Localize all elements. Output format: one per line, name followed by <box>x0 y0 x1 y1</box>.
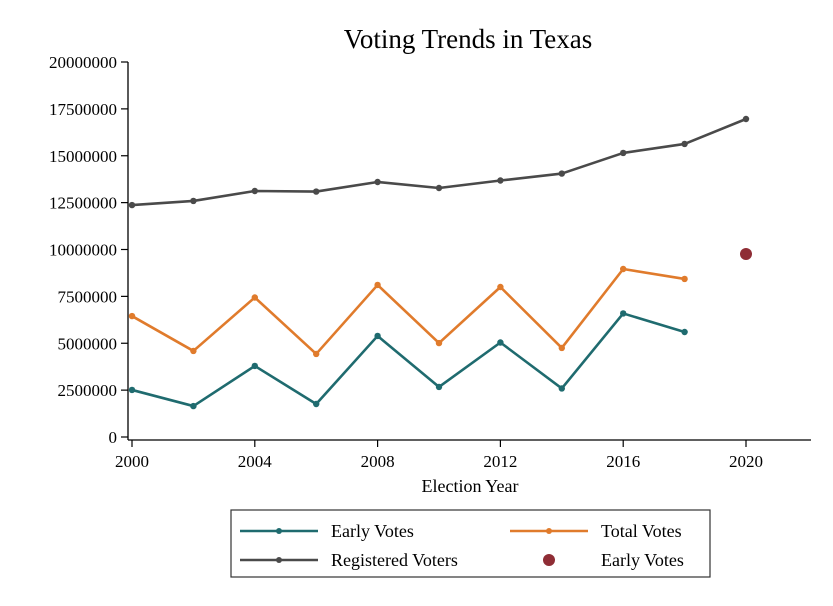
data-point <box>620 149 627 157</box>
y-tick-label: 15000000 <box>49 147 117 166</box>
series-line <box>131 312 685 408</box>
data-point <box>374 281 381 289</box>
data-point <box>435 339 443 347</box>
plot-area <box>128 115 752 410</box>
data-point <box>558 344 565 352</box>
data-point <box>558 170 565 177</box>
x-tick-label: 2020 <box>729 452 763 471</box>
legend-item: Early Votes <box>240 521 414 541</box>
data-point <box>190 402 197 410</box>
y-tick-label: 10000000 <box>49 241 117 260</box>
data-point <box>313 188 320 195</box>
y-tick-label: 17500000 <box>49 100 117 119</box>
series-line <box>131 117 747 207</box>
data-point <box>251 294 258 301</box>
data-point <box>497 283 504 291</box>
y-axis: 0 2500000 5000000 7500000 10000000 12500000 15… <box>49 53 129 447</box>
data-point <box>497 177 504 184</box>
legend-item: Total Votes <box>510 521 682 541</box>
x-axis-label: Election Year <box>422 476 519 496</box>
legend-marker <box>276 557 282 563</box>
data-point <box>497 339 504 346</box>
legend-item: Early Votes <box>543 550 684 570</box>
data-point <box>620 310 627 317</box>
series-early-votes <box>128 310 688 410</box>
data-point <box>128 386 136 394</box>
y-tick-label: 7500000 <box>58 287 118 306</box>
data-point <box>251 362 258 370</box>
data-point <box>742 115 750 123</box>
data-point <box>374 332 381 340</box>
series-line <box>131 267 685 356</box>
y-tick-label: 12500000 <box>49 194 117 213</box>
x-tick-label: 2016 <box>606 452 640 471</box>
legend-label: Registered Voters <box>331 550 458 570</box>
y-tick-label: 20000000 <box>49 53 117 72</box>
x-tick-label: 2000 <box>115 452 149 471</box>
legend-marker <box>543 554 555 566</box>
data-point <box>435 383 443 391</box>
legend: Early Votes Total Votes Registered Voters E… <box>230 509 711 578</box>
x-tick-label: 2012 <box>483 452 517 471</box>
data-point <box>558 385 565 392</box>
legend-item: Registered Voters <box>240 550 458 570</box>
data-point <box>190 347 197 355</box>
data-point <box>681 328 688 336</box>
legend-label: Early Votes <box>331 521 414 541</box>
legend-label: Total Votes <box>601 521 682 541</box>
x-tick-label: 2004 <box>238 452 273 471</box>
data-point <box>128 201 136 209</box>
series-early-votes-scatter <box>740 248 752 260</box>
series-registered-voters <box>128 115 750 209</box>
data-point <box>251 187 258 195</box>
legend-marker <box>546 528 552 534</box>
legend-label: Early Votes <box>601 550 684 570</box>
y-tick-label: 0 <box>109 428 118 447</box>
data-point <box>740 248 752 260</box>
x-tick-label: 2008 <box>361 452 395 471</box>
data-point <box>313 400 320 408</box>
data-point <box>313 350 320 358</box>
y-tick-label: 5000000 <box>58 334 118 353</box>
y-tick-label: 2500000 <box>58 381 118 400</box>
legend-box <box>230 509 711 578</box>
chart-title: Voting Trends in Texas <box>344 24 592 54</box>
data-point <box>190 197 197 205</box>
data-point <box>681 275 688 283</box>
x-axis: 2000 2004 2008 2012 2016 2020 <box>115 439 811 471</box>
data-point <box>374 178 381 186</box>
data-point <box>620 265 627 273</box>
data-point <box>681 140 688 148</box>
data-point <box>435 184 443 192</box>
series-total-votes <box>128 265 688 358</box>
legend-marker <box>276 528 282 534</box>
data-point <box>128 312 136 320</box>
